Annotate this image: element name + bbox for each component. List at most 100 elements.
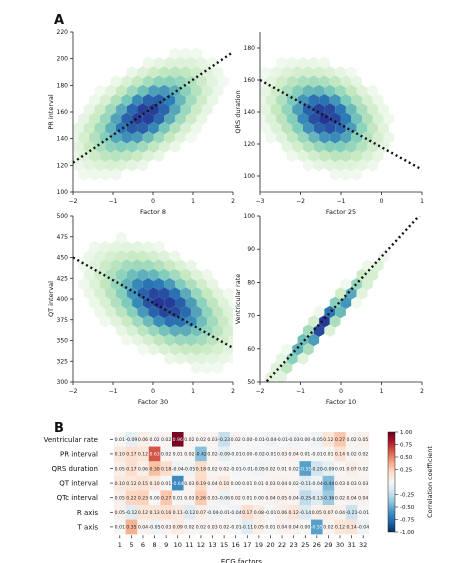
hexbin-cells: [260, 56, 395, 181]
hexbin-cell: [223, 287, 233, 300]
hexbin-cell: [175, 352, 186, 365]
hexbin-cell: [164, 259, 175, 272]
scatter-panel-1: −2 −1 0 1 2 100 120 140 160 180 200 220 Factor 8 PR i…: [47, 29, 235, 216]
heatmap-cell: [287, 446, 300, 462]
hexbin-cell: [207, 315, 218, 328]
heatmap-cell: [357, 475, 370, 491]
hexbin-cell: [191, 84, 202, 98]
hexbin-cell: [169, 47, 181, 60]
hexbin-cell: [335, 140, 346, 153]
heatmap-cell: [322, 519, 335, 535]
hexbin-cell: [351, 94, 362, 107]
x-tick-label: −1: [109, 198, 118, 205]
hexbin-cell: [292, 121, 303, 135]
hexbin-cell: [367, 121, 379, 135]
hexbin-cell: [191, 343, 202, 356]
heatmap-cell-value: -0.20: [311, 466, 323, 472]
hexbin-cell: [148, 66, 159, 79]
hexbin-cell: [362, 112, 373, 125]
hexbin-cell: [292, 140, 303, 153]
hexbin-cell: [94, 287, 106, 300]
heatmap-cell: [334, 475, 346, 491]
hexbin-cell: [105, 103, 116, 116]
heatmap-cell-value: 0.04: [277, 481, 287, 487]
heatmap-cell: [229, 475, 242, 491]
hexbin-cell: [313, 103, 325, 116]
hexbin-cell: [153, 75, 165, 88]
hexbin-cell: [132, 333, 143, 347]
hexbin-cell: [73, 121, 84, 135]
heatmap-cell-value: 0.18: [196, 466, 206, 472]
hexbin-cell: [212, 343, 224, 356]
hexbin-cell: [180, 121, 192, 135]
hexbin-cell: [351, 112, 362, 125]
heatmap-cell: [137, 490, 149, 506]
hexbin-cell: [116, 305, 127, 319]
hexbin-cell: [356, 140, 368, 153]
y-tick-label: 90: [247, 246, 255, 253]
hexbin-cell: [137, 324, 149, 337]
heatmap-cell: [276, 505, 289, 520]
hexbin-cell: [223, 324, 233, 337]
heatmap-cell: [125, 519, 138, 535]
heatmap-cell-value: 0.10: [115, 481, 125, 487]
hexbin-cell: [185, 333, 197, 347]
hexbin-cell: [319, 131, 330, 144]
heatmap-cell-value: 0.01: [265, 525, 275, 531]
hexbin-cell: [142, 296, 154, 309]
y-tick-label: 160: [244, 77, 256, 84]
heatmap-cell-value: 0.05: [312, 510, 322, 516]
hexbin-cell: [191, 66, 202, 79]
heatmap-cell-value: 0.00: [300, 437, 310, 443]
heatmap-column-label: 29: [324, 541, 332, 549]
hexbin-cell: [313, 140, 325, 153]
hexbin-cell: [191, 47, 202, 60]
heatmap-cell-value: 0.12: [126, 481, 136, 487]
heatmap-cell: [311, 505, 323, 520]
heatmap-cell: [195, 490, 207, 506]
heatmap-cell: [287, 432, 300, 447]
hexbin-cell: [83, 159, 95, 172]
hexbin-cell: [228, 315, 233, 327]
hexbin-cell: [329, 315, 341, 328]
colorbar-tick-label: -0.25: [400, 493, 415, 499]
heatmap-cell-value: -0.09: [125, 437, 137, 443]
hexbin-cell: [142, 259, 154, 272]
heatmap-cell: [206, 490, 219, 506]
heatmap-column-label: 31: [347, 541, 355, 549]
hexbin-cell: [207, 352, 218, 365]
hexbin-cell: [260, 75, 266, 88]
heatmap-cell: [160, 446, 173, 462]
hexbin-cell: [345, 103, 357, 116]
hexbin-cell: [116, 159, 127, 172]
hexbin-cell: [158, 343, 170, 356]
hexbin-cell: [378, 121, 389, 135]
x-axis-label: Factor 10: [326, 398, 356, 406]
hexbin-cell: [126, 121, 138, 135]
hexbin-cell: [158, 66, 170, 79]
heatmap-cell: [148, 461, 161, 476]
heatmap-cell: [125, 461, 138, 476]
hexbin-cell: [340, 149, 352, 163]
heatmap-cell: [334, 432, 346, 447]
heatmap-cell: [148, 519, 161, 535]
hexbin-cell: [148, 343, 159, 356]
hexbin-cell: [351, 131, 362, 144]
scatter-panel-2: −3 −2 −1 0 1 100 120 140 160 180 Factor 25 QRS dura…: [234, 32, 424, 216]
hexbin-cell: [207, 296, 218, 309]
hexbin-cell: [286, 75, 298, 88]
colorbar-tick-label: -0.75: [400, 518, 415, 524]
hexbin-cell: [137, 305, 149, 319]
hexbin-cell: [169, 66, 181, 79]
hexbin-cell: [308, 131, 320, 144]
hexbin-cell: [265, 112, 277, 125]
hexbin-cell: [94, 121, 106, 135]
hexbin-cell: [286, 149, 298, 163]
heatmap-cell: [148, 505, 161, 520]
hexbin-cell: [137, 103, 149, 116]
hexbin-cell: [164, 112, 175, 125]
hexbin-cell: [228, 297, 233, 309]
hexbin-cell: [185, 315, 197, 328]
hexbin-cell: [329, 94, 341, 107]
heatmap-cell: [114, 490, 126, 506]
